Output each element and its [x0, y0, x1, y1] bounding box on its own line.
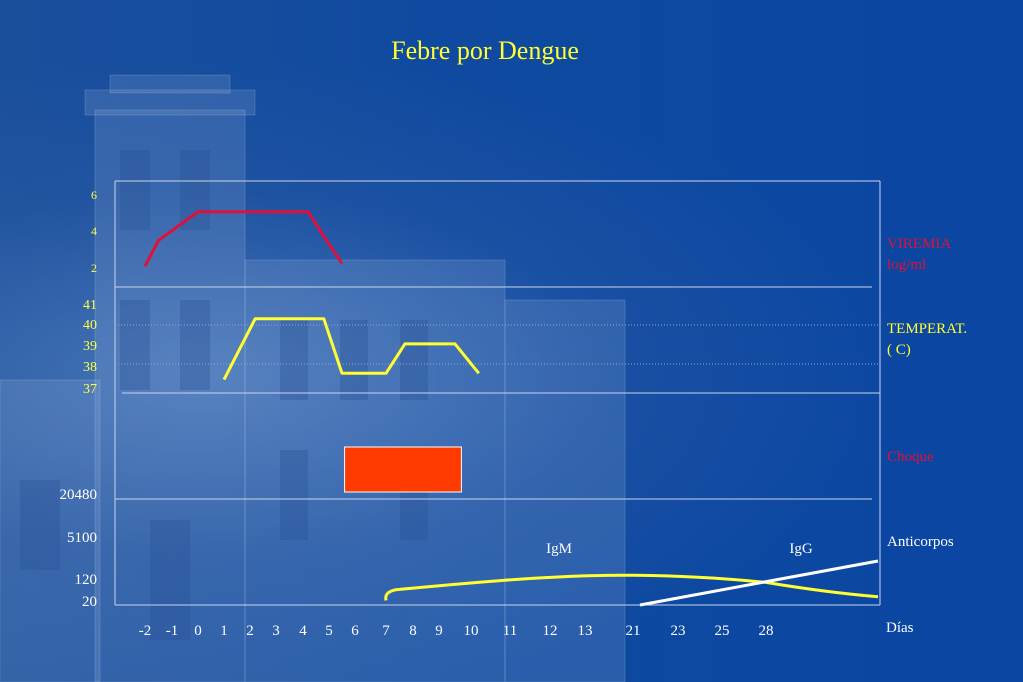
x-tick-label: 28 [759, 623, 774, 639]
x-tick-label: 7 [382, 623, 390, 639]
x-tick-label: -1 [166, 623, 179, 639]
igg-series-label: IgG [789, 541, 812, 557]
x-tick-label: 10 [464, 623, 479, 639]
x-tick-label: 9 [435, 623, 443, 639]
x-tick-label: 0 [194, 623, 202, 639]
igg-line [639, 559, 879, 607]
igm-curve [384, 573, 879, 601]
x-tick-label: 4 [299, 623, 307, 639]
viremia-y-tick: 6 [91, 188, 97, 202]
temperature-y-tick: 40 [83, 318, 97, 333]
x-tick-label: 11 [503, 623, 517, 639]
igm-series-label: IgM [546, 541, 572, 557]
x-tick-label: -2 [139, 623, 152, 639]
viremia-y-tick: 2 [91, 261, 97, 275]
temperature-y-tick: 38 [83, 360, 97, 375]
temperature-y-tick: 41 [83, 298, 97, 313]
x-tick-label: 13 [578, 623, 593, 639]
viremia-label: log/ml [887, 257, 926, 273]
chart-title: Febre por Dengue [391, 36, 579, 65]
x-tick-label: 23 [671, 623, 686, 639]
temperature-label: TEMPERAT. [887, 321, 967, 337]
antibodies-y-tick: 20 [82, 594, 97, 610]
viremia-line [143, 210, 344, 267]
antibodies-label: Anticorpos [887, 534, 954, 550]
x-tick-label: 1 [220, 623, 228, 639]
x-tick-label: 12 [543, 623, 558, 639]
temperature-y-tick: 37 [83, 382, 97, 397]
viremia-y-tick: 4 [91, 224, 97, 238]
antibodies-y-tick: 120 [75, 572, 98, 588]
x-axis-label: Días [886, 620, 914, 636]
x-tick-label: 3 [272, 623, 280, 639]
x-tick-label: 2 [246, 623, 254, 639]
shock-label: Choque [887, 449, 934, 465]
x-tick-label: 25 [715, 623, 730, 639]
temperature-y-tick: 39 [83, 339, 97, 354]
viremia-label: VIREMIA [887, 236, 951, 252]
x-tick-label: 8 [409, 623, 417, 639]
x-tick-label: 5 [325, 623, 333, 639]
shock-bar [344, 446, 462, 493]
antibodies-y-tick: 5100 [67, 530, 97, 546]
antibodies-y-tick: 20480 [60, 487, 98, 503]
temperature-label: ( C) [887, 342, 911, 358]
temperature-line [222, 317, 480, 381]
x-tick-label: 6 [351, 623, 359, 639]
x-tick-label: 21 [626, 623, 641, 639]
